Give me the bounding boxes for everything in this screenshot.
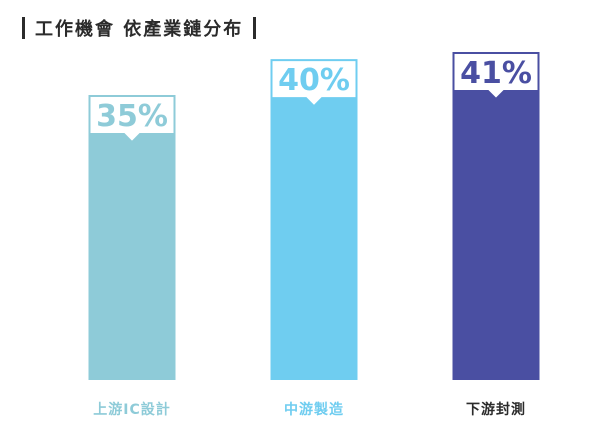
chart-title-block: 工作機會 依產業鏈分布 — [22, 14, 257, 42]
bar-1 — [88, 129, 176, 380]
chart-title: 工作機會 依產業鏈分布 — [35, 19, 244, 40]
bar-2 — [270, 93, 358, 381]
data-label-1: 35% — [96, 99, 168, 134]
category-label-3: 下游封測 — [466, 401, 526, 418]
data-label-2: 40% — [278, 63, 350, 98]
category-label-1: 上游IC設計 — [93, 401, 170, 418]
bar-3 — [452, 86, 540, 380]
data-label-box-3 — [452, 52, 540, 101]
data-label-3: 41% — [460, 56, 532, 91]
title-left-bar — [22, 17, 25, 39]
data-label-box-2 — [270, 59, 358, 108]
category-label-2: 中游製造 — [284, 401, 344, 418]
data-label-box-1 — [88, 95, 176, 144]
title-right-bar — [253, 17, 257, 39]
